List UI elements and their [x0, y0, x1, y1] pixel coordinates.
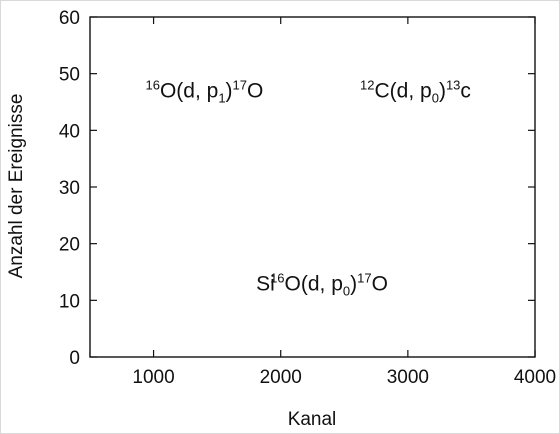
y-axis-title: Anzahl der Ereignisse	[6, 94, 27, 279]
y-tick-label: 50	[59, 65, 80, 86]
ticks-layer: 1000 2000 3000 4000 0 10 20 30 40 50 60	[59, 8, 556, 388]
peak-label-1: Si	[256, 272, 275, 295]
x-tick-label: 2000	[260, 367, 302, 388]
y-tick-label: 60	[59, 8, 80, 29]
x-tick-label: 3000	[387, 367, 429, 388]
y-tick-label: 40	[59, 121, 80, 142]
y-tick-label: 30	[59, 178, 80, 199]
y-tick-label: 10	[59, 291, 80, 312]
peak-label-3: 12C(d, p0)13c	[360, 78, 471, 106]
peak-label-0: 16O(d, p1)17O	[145, 78, 263, 106]
x-tick-label: 1000	[132, 367, 174, 388]
y-tick-label: 0	[69, 348, 80, 369]
y-tick-label: 20	[59, 235, 80, 256]
x-axis-title: Kanal	[288, 409, 337, 430]
x-tick-label: 4000	[514, 367, 556, 388]
axes-layer	[89, 16, 536, 358]
peak-label-2: 16O(d, p0)17O	[270, 270, 388, 298]
plot-border	[89, 16, 536, 358]
